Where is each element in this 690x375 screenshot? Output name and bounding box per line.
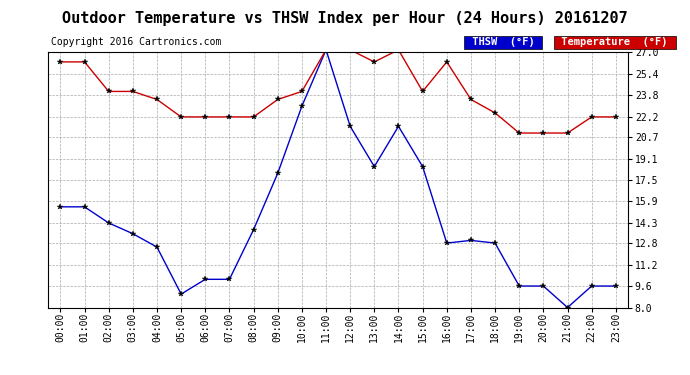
Text: THSW  (°F): THSW (°F) <box>466 38 540 47</box>
Text: Copyright 2016 Cartronics.com: Copyright 2016 Cartronics.com <box>51 38 221 47</box>
Text: Temperature  (°F): Temperature (°F) <box>555 38 674 47</box>
Text: Outdoor Temperature vs THSW Index per Hour (24 Hours) 20161207: Outdoor Temperature vs THSW Index per Ho… <box>62 11 628 26</box>
